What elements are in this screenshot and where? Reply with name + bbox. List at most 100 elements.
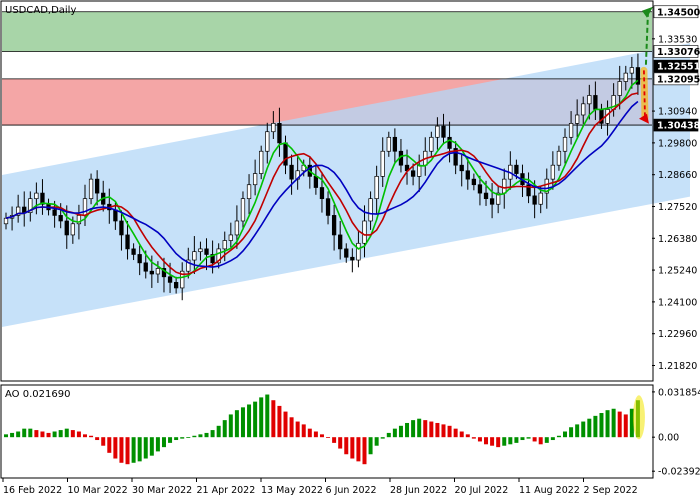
candle-body[interactable] [167, 276, 173, 283]
candle-body[interactable] [173, 282, 179, 289]
candle-body[interactable] [325, 198, 331, 216]
candle-body[interactable] [143, 262, 148, 272]
candle-body[interactable] [410, 170, 416, 177]
candle-body[interactable] [22, 206, 27, 213]
candle-body[interactable] [204, 248, 209, 255]
candle-body[interactable] [562, 136, 568, 152]
candle-body[interactable] [16, 206, 21, 216]
ao-indicator-pane[interactable] [4, 394, 645, 465]
candle-body[interactable] [137, 254, 142, 264]
candle-body[interactable] [514, 164, 519, 174]
candle-body[interactable] [483, 192, 489, 200]
candle-body[interactable] [556, 150, 562, 166]
candle-body[interactable] [58, 215, 63, 222]
candle-body[interactable] [368, 198, 373, 222]
candle-body[interactable] [252, 173, 258, 186]
candle-body[interactable] [356, 242, 361, 261]
candle-body[interactable] [532, 195, 537, 205]
candle-body[interactable] [629, 67, 634, 74]
candle-body[interactable] [259, 150, 264, 174]
candle-body[interactable] [568, 123, 574, 138]
candle-body[interactable] [435, 125, 440, 138]
price-tick-label: 1.21820 [658, 361, 697, 372]
candle-body[interactable] [271, 123, 276, 133]
ao-bar [240, 407, 245, 438]
candle-body[interactable] [380, 150, 385, 177]
candle-body[interactable] [40, 192, 45, 205]
ao-bar [587, 418, 592, 438]
candle-body[interactable] [538, 192, 543, 205]
candle-body[interactable] [489, 198, 495, 205]
price-pane[interactable] [2, 6, 690, 327]
candle-body[interactable] [277, 123, 282, 144]
candle-body[interactable] [88, 178, 94, 200]
ao-bar [550, 437, 555, 441]
candle-body[interactable] [581, 103, 586, 116]
candle-body[interactable] [228, 234, 233, 241]
candle-body[interactable] [155, 268, 161, 275]
candle-body[interactable] [447, 136, 452, 149]
candle-body[interactable] [94, 178, 100, 194]
price-level-box [653, 59, 699, 73]
candle-body[interactable] [496, 192, 501, 205]
candle-body[interactable] [331, 215, 337, 236]
candle-body[interactable] [429, 136, 434, 152]
time-tick-label: 6 Jun 2022 [326, 485, 377, 496]
candle-body[interactable] [265, 131, 270, 152]
candle-body[interactable] [587, 95, 592, 105]
ao-bar [593, 415, 598, 438]
candle-body[interactable] [222, 240, 227, 250]
candle-body[interactable] [465, 170, 470, 180]
candle-body[interactable] [283, 142, 288, 166]
candle-body[interactable] [338, 234, 343, 250]
candle-body[interactable] [216, 248, 221, 264]
candle-body[interactable] [392, 136, 398, 152]
candle-body[interactable] [477, 184, 483, 194]
candle-body[interactable] [3, 217, 9, 225]
candle-body[interactable] [550, 164, 556, 180]
candle-body[interactable] [575, 114, 580, 124]
candle-body[interactable] [119, 220, 124, 236]
candle-body[interactable] [502, 178, 507, 194]
candle-body[interactable] [82, 198, 88, 216]
candle-body[interactable] [28, 198, 33, 213]
candle-body[interactable] [362, 220, 367, 244]
candle-body[interactable] [459, 164, 464, 172]
candle-body[interactable] [34, 192, 39, 200]
candle-body[interactable] [350, 256, 355, 261]
candle-body[interactable] [186, 259, 191, 272]
candle-body[interactable] [210, 254, 215, 264]
candle-body[interactable] [623, 72, 628, 82]
candle-body[interactable] [319, 187, 325, 200]
candle-body[interactable] [64, 220, 69, 236]
candle-body[interactable] [234, 220, 240, 236]
candle-body[interactable] [198, 248, 203, 253]
price-level-label: 1.33076 [657, 47, 700, 58]
candle-body[interactable] [635, 67, 641, 85]
candle-body[interactable] [471, 178, 477, 186]
candle-body[interactable] [192, 251, 197, 261]
candle-body[interactable] [386, 136, 391, 152]
candle-body[interactable] [526, 184, 531, 197]
candle-body[interactable] [374, 176, 379, 200]
candle-body[interactable] [344, 248, 349, 258]
candle-body[interactable] [180, 270, 185, 289]
candle-body[interactable] [149, 270, 154, 275]
candle-body[interactable] [453, 148, 458, 166]
candle-body[interactable] [113, 209, 118, 222]
candle-body[interactable] [593, 95, 598, 110]
candle-body[interactable] [289, 164, 294, 180]
candle-body[interactable] [246, 184, 252, 200]
candle-body[interactable] [313, 176, 319, 188]
candle-body[interactable] [544, 178, 549, 194]
candle-body[interactable] [441, 125, 446, 138]
candle-body[interactable] [125, 234, 130, 250]
candle-body[interactable] [240, 198, 246, 222]
candle-body[interactable] [131, 248, 136, 255]
ao-bar [496, 437, 501, 448]
candle-body[interactable] [617, 81, 622, 96]
candle-body[interactable] [52, 209, 57, 216]
candle-body[interactable] [70, 223, 75, 236]
candle-body[interactable] [417, 164, 422, 177]
